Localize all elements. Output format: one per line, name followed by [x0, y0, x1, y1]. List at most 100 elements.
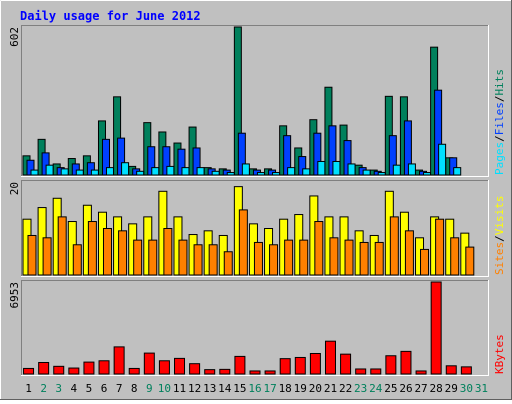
bar-pages-day-15 — [241, 163, 250, 176]
bar-sites-day-12 — [193, 244, 203, 276]
bar-kbytes-day-7 — [113, 346, 125, 375]
bar-kbytes-day-14 — [219, 368, 231, 375]
bar-kbytes-day-22 — [340, 353, 352, 375]
bar-sites-day-18 — [284, 239, 294, 276]
bar-sites-day-19 — [299, 239, 309, 276]
bar-sites-day-24 — [374, 241, 384, 276]
bar-sites-day-2 — [42, 237, 52, 276]
bar-sites-day-13 — [208, 244, 218, 276]
x-tick-label-day-29: 29 — [445, 382, 458, 395]
x-tick-label-day-31: 31 — [475, 382, 488, 395]
bar-pages-day-25 — [392, 164, 401, 176]
bar-pages-day-18 — [287, 167, 296, 176]
bar-sites-day-4 — [72, 244, 82, 276]
bar-kbytes-day-23 — [355, 368, 367, 375]
x-tick-label-day-12: 12 — [188, 382, 201, 395]
bar-pages-day-14 — [226, 172, 235, 176]
panel-pages-files-hits-area — [21, 25, 489, 177]
bar-pages-day-3 — [60, 168, 69, 176]
x-tick-label-day-13: 13 — [203, 382, 216, 395]
x-tick-label-day-26: 26 — [399, 382, 412, 395]
bar-sites-day-6 — [102, 228, 112, 276]
panel-kbytes-legend: KBytes — [493, 334, 506, 374]
bar-pages-day-1 — [30, 169, 39, 176]
x-tick-label-day-10: 10 — [158, 382, 171, 395]
bar-kbytes-day-15 — [234, 355, 246, 375]
panel-pages-files-hits-ymax-label: 602 — [8, 27, 21, 47]
x-tick-label-day-9: 9 — [146, 382, 153, 395]
bar-kbytes-day-18 — [279, 358, 291, 375]
bar-kbytes-day-12 — [189, 363, 201, 375]
legend-item-separator: / — [493, 135, 506, 142]
bar-pages-day-23 — [362, 169, 371, 176]
panel-pages-files-hits-legend: Pages/Files/Hits — [493, 69, 506, 175]
x-tick-label-day-3: 3 — [55, 382, 62, 395]
x-tick-label-day-30: 30 — [460, 382, 473, 395]
bar-kbytes-day-26 — [400, 350, 412, 375]
bar-sites-day-23 — [359, 241, 369, 276]
bar-sites-day-26 — [404, 230, 414, 276]
legend-item-separator: / — [493, 235, 506, 242]
x-tick-label-day-21: 21 — [324, 382, 337, 395]
bar-pages-day-27 — [423, 172, 432, 176]
bar-sites-day-22 — [344, 239, 354, 276]
bar-sites-day-5 — [87, 221, 97, 276]
bar-kbytes-day-25 — [385, 355, 397, 375]
bar-kbytes-day-11 — [174, 357, 186, 375]
bar-sites-day-10 — [163, 228, 173, 276]
bar-sites-day-15 — [238, 209, 248, 276]
x-tick-label-day-25: 25 — [384, 382, 397, 395]
bar-pages-day-12 — [196, 167, 205, 176]
bar-kbytes-day-2 — [38, 361, 50, 375]
bar-kbytes-day-5 — [83, 361, 95, 375]
x-tick-label-day-22: 22 — [339, 382, 352, 395]
bar-kbytes-day-27 — [415, 370, 427, 375]
x-tick-label-day-8: 8 — [131, 382, 138, 395]
bar-pages-day-17 — [272, 172, 281, 176]
bar-sites-day-9 — [148, 239, 158, 276]
bar-pages-day-24 — [377, 172, 386, 176]
x-tick-label-day-11: 11 — [173, 382, 186, 395]
bar-kbytes-day-21 — [324, 340, 336, 375]
x-tick-label-day-6: 6 — [101, 382, 108, 395]
bar-sites-day-25 — [389, 216, 399, 276]
bar-sites-day-7 — [118, 230, 128, 276]
bar-kbytes-day-17 — [264, 370, 276, 375]
bar-kbytes-day-28 — [430, 281, 442, 375]
x-tick-label-day-5: 5 — [86, 382, 93, 395]
panel-sites-visits-ymax-label: 20 — [8, 182, 21, 195]
legend-item-sites: Sites — [493, 242, 506, 275]
bar-sites-day-11 — [178, 239, 188, 276]
bar-kbytes-day-10 — [158, 360, 170, 375]
bar-sites-day-3 — [57, 216, 67, 276]
bar-kbytes-day-30 — [460, 366, 472, 375]
bar-kbytes-day-1 — [23, 367, 35, 375]
bar-pages-day-8 — [136, 170, 145, 176]
bar-kbytes-day-6 — [98, 360, 110, 375]
bar-pages-day-20 — [317, 160, 326, 176]
bar-kbytes-day-19 — [294, 356, 306, 375]
bar-pages-day-16 — [256, 172, 265, 176]
bar-sites-day-20 — [314, 221, 324, 276]
bar-pages-day-9 — [151, 167, 160, 176]
bar-sites-day-17 — [269, 244, 279, 276]
bar-sites-day-1 — [27, 234, 37, 276]
bar-pages-day-4 — [75, 169, 84, 176]
legend-item-kbytes: KBytes — [493, 334, 506, 374]
bar-pages-day-21 — [332, 160, 341, 176]
bar-pages-day-5 — [90, 169, 99, 176]
bar-pages-day-6 — [105, 167, 114, 176]
x-tick-label-day-18: 18 — [279, 382, 292, 395]
x-tick-label-day-16: 16 — [248, 382, 261, 395]
bar-pages-day-11 — [181, 167, 190, 176]
x-tick-label-day-27: 27 — [414, 382, 427, 395]
bar-pages-day-28 — [438, 143, 447, 176]
x-tick-label-day-24: 24 — [369, 382, 383, 395]
x-tick-label-day-4: 4 — [71, 382, 78, 395]
x-tick-label-day-28: 28 — [430, 382, 443, 395]
panel-sites-visits-legend: Sites/Visits — [493, 196, 506, 276]
bar-kbytes-day-16 — [249, 370, 261, 375]
bar-kbytes-day-13 — [204, 369, 216, 375]
legend-item-pages: Pages — [493, 142, 506, 175]
